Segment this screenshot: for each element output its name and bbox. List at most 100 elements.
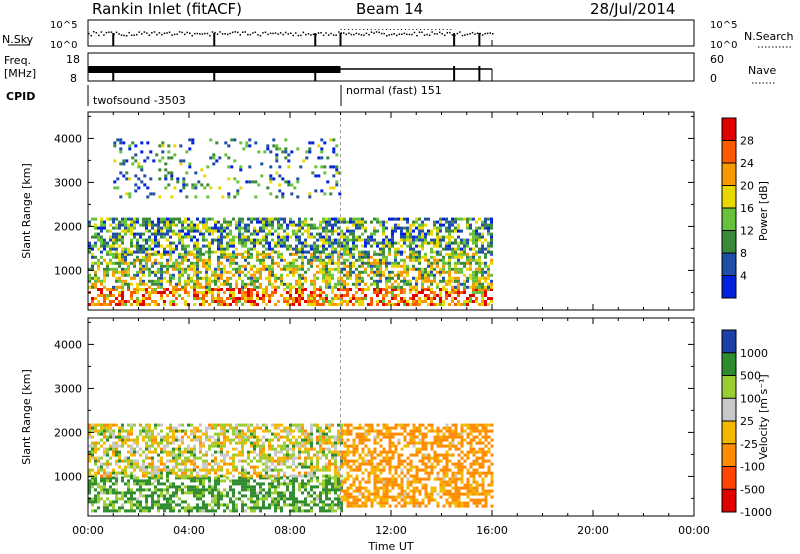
- heatmap-cell: [196, 474, 199, 478]
- heatmap-cell: [439, 273, 442, 277]
- heatmap-cell: [319, 258, 322, 262]
- nsky-point: [216, 33, 219, 35]
- heatmap-cell: [172, 250, 175, 254]
- heatmap-cell: [289, 288, 292, 291]
- heatmap-cell: [217, 288, 220, 291]
- heatmap-cell: [151, 264, 154, 268]
- heatmap-cell: [322, 279, 325, 283]
- heatmap-cell: [187, 229, 190, 233]
- heatmap-cell: [325, 294, 328, 297]
- heatmap-cell: [364, 261, 367, 265]
- heatmap-cell: [332, 186, 336, 190]
- heatmap-cell: [286, 247, 289, 251]
- heatmap-cell: [206, 195, 210, 199]
- heatmap-cell: [421, 300, 424, 303]
- heatmap-cell: [106, 217, 109, 221]
- heatmap-cell: [412, 303, 415, 306]
- heatmap-cell: [301, 282, 304, 286]
- heatmap-cell: [248, 180, 252, 184]
- heatmap-cell: [430, 291, 433, 294]
- heatmap-cell: [316, 465, 319, 469]
- heatmap-cell: [94, 273, 97, 277]
- heatmap-cell: [250, 444, 253, 448]
- heatmap-cell: [490, 282, 493, 286]
- heatmap-cell: [181, 441, 184, 445]
- heatmap-cell: [94, 494, 97, 498]
- heatmap-cell: [196, 456, 199, 460]
- heatmap-cell: [97, 459, 100, 463]
- heatmap-cell: [469, 247, 472, 251]
- heatmap-cell: [163, 509, 166, 513]
- heatmap-cell: [352, 297, 355, 300]
- heatmap-cell: [277, 261, 280, 265]
- heatmap-cell: [310, 223, 313, 227]
- heatmap-cell: [361, 255, 364, 259]
- heatmap-cell: [268, 482, 271, 486]
- heatmap-cell: [323, 171, 327, 175]
- heatmap-cell: [199, 456, 202, 460]
- heatmap-cell: [301, 297, 304, 300]
- heatmap-cell: [265, 497, 268, 501]
- heatmap-cell: [382, 226, 385, 230]
- heatmap-cell: [286, 435, 289, 439]
- heatmap-cell: [448, 255, 451, 259]
- heatmap-cell: [205, 476, 208, 480]
- heatmap-cell: [463, 282, 466, 286]
- nsky-point: [474, 33, 476, 35]
- heatmap-cell: [205, 229, 208, 233]
- heatmap-cell: [484, 252, 487, 256]
- heatmap-cell: [97, 238, 100, 242]
- heatmap-cell: [328, 426, 331, 430]
- heatmap-cell: [103, 276, 106, 280]
- heatmap-cell: [337, 423, 340, 427]
- heatmap-cell: [235, 279, 238, 283]
- heatmap-cell: [250, 485, 253, 489]
- heatmap-cell: [379, 267, 382, 271]
- heatmap-cell: [232, 491, 235, 495]
- heatmap-cell: [178, 264, 181, 268]
- heatmap-cell: [121, 423, 124, 427]
- heatmap-cell: [400, 297, 403, 300]
- heatmap-cell: [373, 498, 377, 502]
- heatmap-cell: [340, 300, 343, 303]
- heatmap-cell: [154, 426, 157, 430]
- heatmap-cell: [445, 270, 448, 274]
- nsky-point: [441, 33, 443, 35]
- heatmap-cell: [340, 462, 344, 466]
- heatmap-cell: [196, 485, 199, 489]
- heatmap-cell: [424, 241, 427, 245]
- heatmap-cell: [307, 450, 310, 454]
- heatmap-cell: [151, 462, 154, 466]
- heatmap-cell: [100, 479, 103, 483]
- heatmap-cell: [103, 303, 106, 306]
- heatmap-cell: [400, 252, 403, 256]
- heatmap-cell: [340, 267, 343, 271]
- heatmap-cell: [175, 494, 178, 498]
- nsky-point: [343, 32, 345, 34]
- heatmap-cell: [298, 285, 301, 289]
- heatmap-cell: [139, 500, 142, 504]
- heatmap-cell: [265, 238, 268, 242]
- heatmap-cell: [241, 297, 244, 300]
- heatmap-cell: [253, 300, 256, 303]
- heatmap-cell: [184, 474, 187, 478]
- colorbar-segment: [722, 275, 736, 298]
- nsky-point: [426, 33, 428, 36]
- heatmap-cell: [265, 494, 268, 498]
- heatmap-cell: [469, 297, 472, 300]
- heatmap-cell: [298, 220, 301, 224]
- heatmap-cell: [223, 291, 226, 294]
- heatmap-cell: [334, 297, 337, 300]
- heatmap-cell: [215, 159, 219, 163]
- heatmap-cell: [259, 426, 262, 430]
- heatmap-cell: [100, 235, 103, 239]
- heatmap-cell: [355, 468, 359, 472]
- heatmap-cell: [460, 282, 463, 286]
- heatmap-cell: [298, 485, 301, 489]
- heatmap-cell: [379, 241, 382, 245]
- heatmap-cell: [139, 465, 142, 469]
- heatmap-cell: [250, 509, 253, 513]
- nsky-point: [368, 34, 370, 36]
- heatmap-cell: [217, 235, 220, 239]
- heatmap-cell: [226, 297, 229, 300]
